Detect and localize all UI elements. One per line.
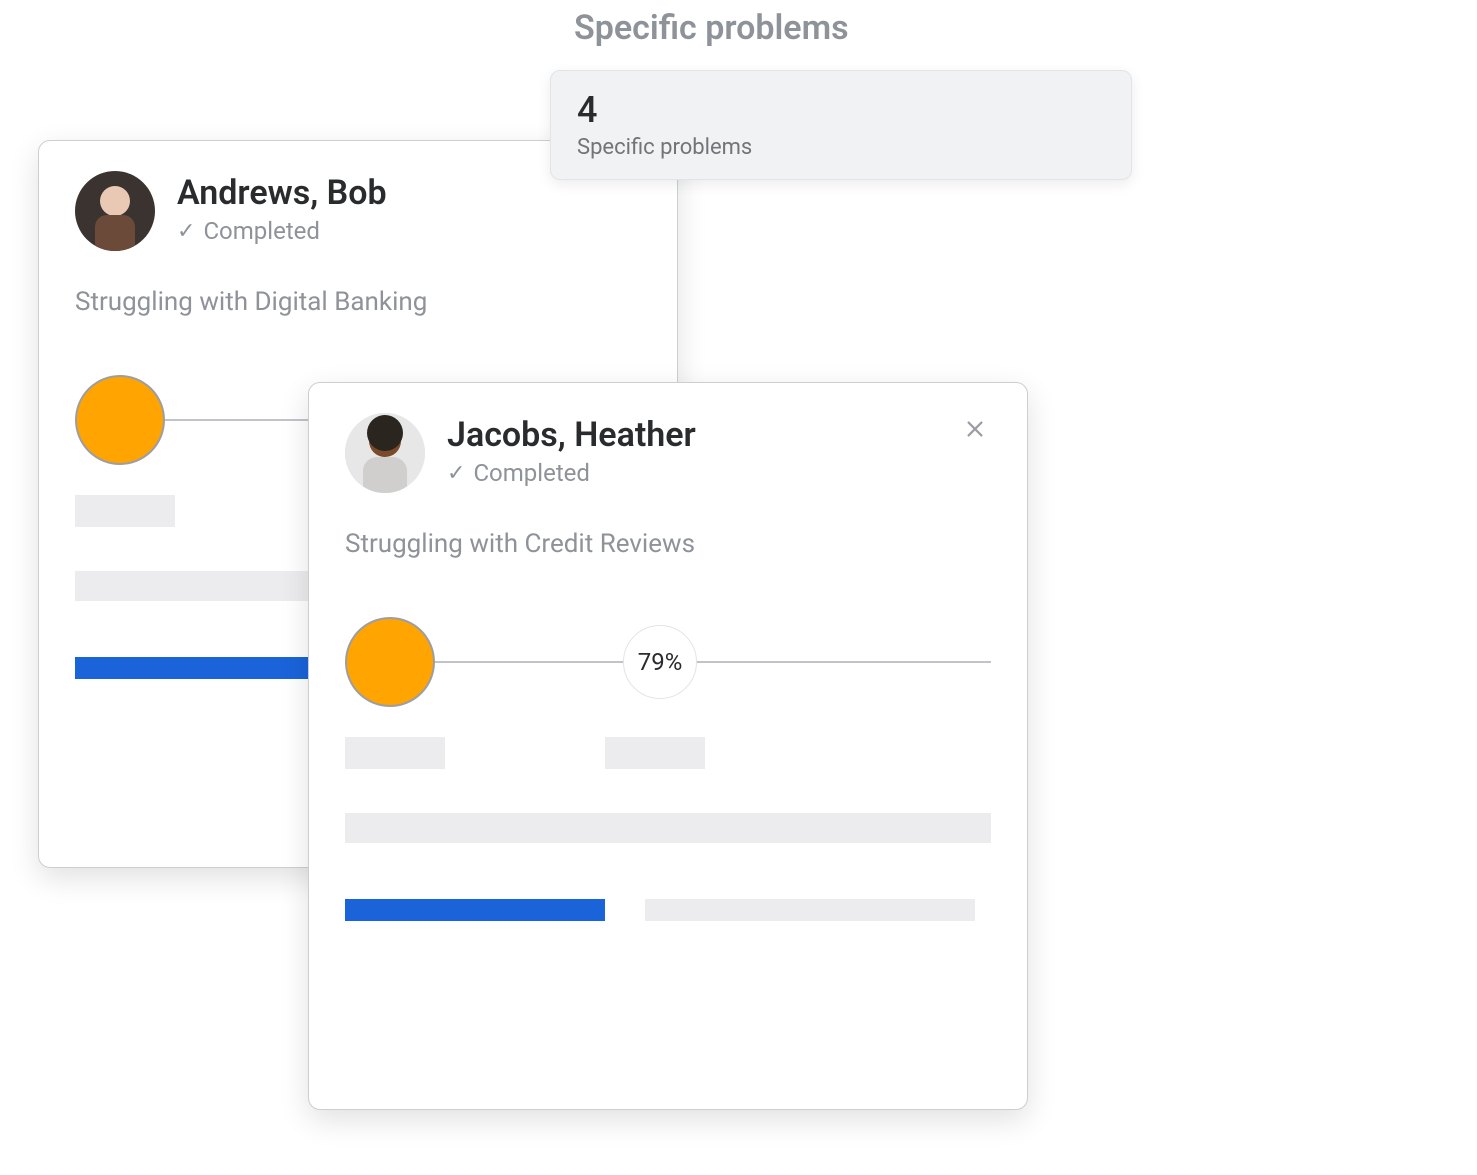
name-block: Jacobs, Heather ✓ Completed (447, 413, 959, 487)
section-heading: Specific problems (574, 8, 849, 48)
close-icon (964, 418, 986, 440)
status-line: ✓ Completed (177, 217, 641, 245)
progress-percent-bubble: 79% (623, 625, 697, 699)
card-header: Andrews, Bob ✓ Completed (75, 171, 641, 251)
status-text: Completed (473, 459, 590, 487)
name-block: Andrews, Bob ✓ Completed (177, 171, 641, 245)
placeholder (75, 495, 175, 527)
placeholder-bar (345, 813, 991, 843)
card-header: Jacobs, Heather ✓ Completed (345, 413, 991, 493)
placeholder (605, 737, 705, 769)
check-icon: ✓ (177, 219, 195, 244)
progress-track: 79% (345, 617, 991, 707)
progress-node[interactable] (75, 375, 165, 465)
avatar (345, 413, 425, 493)
stat-label: Specific problems (577, 135, 1105, 160)
person-card-jacobs[interactable]: Jacobs, Heather ✓ Completed Struggling w… (308, 382, 1028, 1110)
status-line: ✓ Completed (447, 459, 959, 487)
close-button[interactable] (959, 413, 991, 445)
stat-card: 4 Specific problems (550, 70, 1132, 180)
check-icon: ✓ (447, 461, 465, 486)
avatar (75, 171, 155, 251)
stat-value: 4 (577, 91, 1105, 131)
card-subheading: Struggling with Digital Banking (75, 287, 641, 317)
bottom-row (345, 899, 991, 921)
card-subheading: Struggling with Credit Reviews (345, 529, 991, 559)
person-name: Jacobs, Heather (447, 415, 959, 455)
status-text: Completed (203, 217, 320, 245)
placeholder (345, 737, 445, 769)
progress-percent: 79% (638, 648, 683, 676)
placeholder-row (345, 737, 991, 769)
progress-bar-filled (75, 657, 335, 679)
progress-node[interactable] (345, 617, 435, 707)
progress-bar-empty (645, 899, 975, 921)
progress-bar-filled (345, 899, 605, 921)
